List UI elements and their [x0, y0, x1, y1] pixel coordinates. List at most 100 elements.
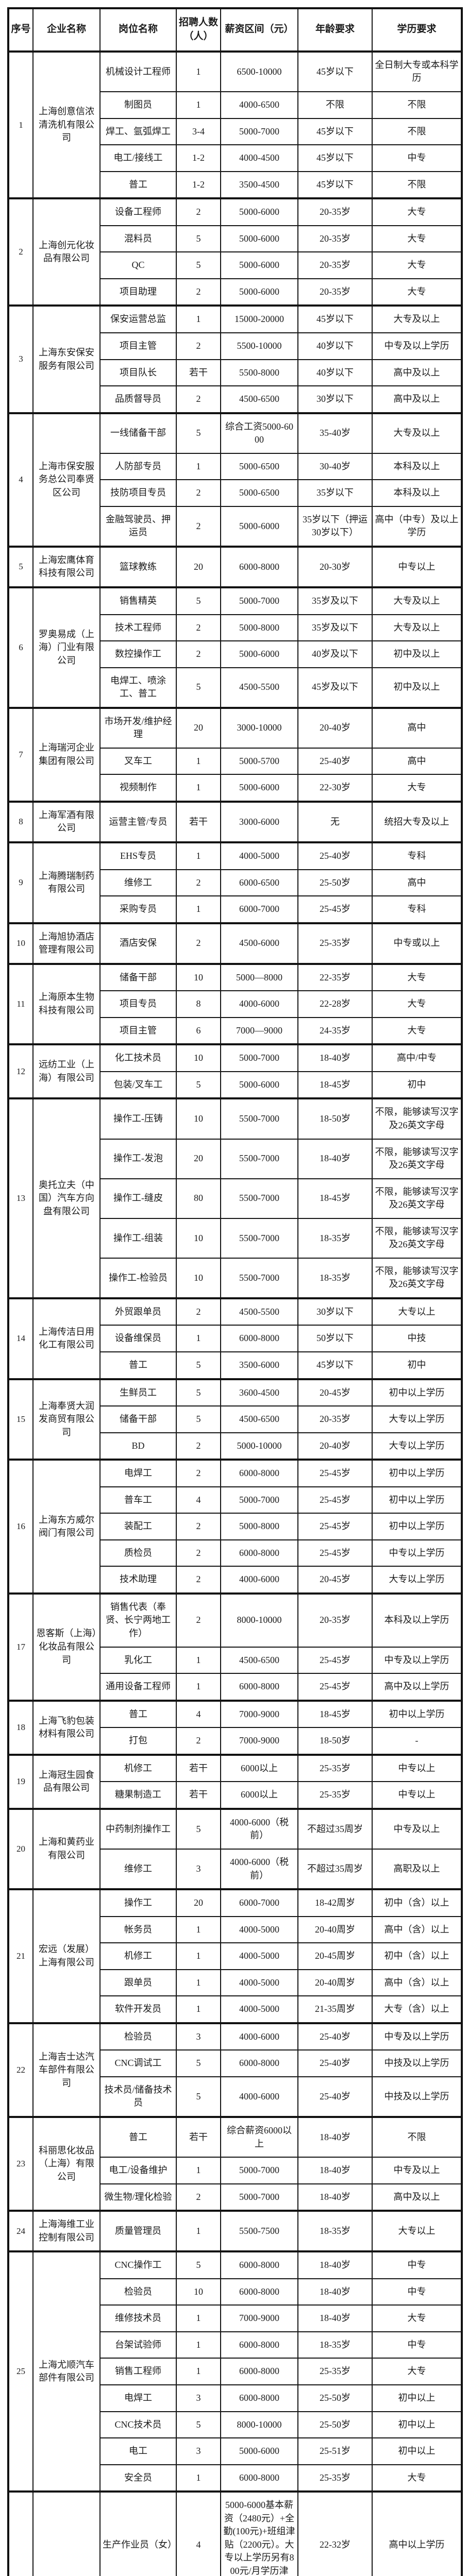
headcount-cell: 10: [176, 962, 221, 992]
position-row: 品质督导员 2 4500-6500 30岁以下 高中及以上: [8, 385, 462, 414]
salary-range-cell: 6000-8000: [220, 1325, 298, 1353]
age-requirement-cell: 18-50岁: [297, 1727, 373, 1755]
education-requirement-cell: 大专及以上: [372, 304, 462, 333]
salary-range-cell: 6000-7000: [220, 895, 298, 924]
company-name-cell: 奥托立夫（中国）汽车方向盘有限公司: [32, 1097, 101, 1299]
position-row: 项目主管 6 7000—9000 24-35岁 大专: [8, 1016, 462, 1045]
serial-cell: 10: [8, 922, 34, 964]
position-title-cell: 酒店安保: [99, 922, 177, 964]
position-title-cell: 电工: [99, 2437, 177, 2465]
education-requirement-cell: 中专: [372, 2331, 462, 2359]
salary-range-cell: 15000-20000: [220, 304, 298, 333]
education-requirement-cell: 高中: [372, 747, 462, 775]
position-row: CNC调试工 5 6000-8000 25-40岁 中技及以上学历: [8, 2049, 462, 2077]
age-requirement-cell: 25-45岁: [297, 1539, 373, 1567]
salary-range-cell: 4000-5000: [220, 1995, 298, 2024]
position-row: 18 上海飞豹包装材料有限公司 普工 4 7000-9000 18-45岁 初中以上学历: [8, 1699, 462, 1755]
age-requirement-cell: 25-45岁: [297, 1646, 373, 1674]
position-title-cell: 混料员: [99, 225, 177, 253]
age-requirement-cell: 25-50岁: [297, 2411, 373, 2439]
position-row: 26上海上荣包装技术有限公司生产作业员（女）45000-6000基本薪资（248…: [8, 2490, 462, 2576]
position-title-cell: 操作工: [99, 1888, 177, 1917]
header-row: 序号 企业名称 岗位名称 招聘人数（人） 薪资区间（元） 年龄要求 学历要求: [8, 8, 462, 53]
position-title-cell: 帐务员: [99, 1916, 177, 1944]
headcount-cell: 1: [176, 841, 221, 870]
headcount-cell: 20: [176, 545, 221, 588]
salary-range-cell: 4000-6500: [220, 91, 298, 119]
position-row: 操作工-检验员 10 5500-7000 18-35岁 不限，能够读写汉字及26英文字母: [8, 1257, 462, 1299]
position-row: 14 上海传洁日用化工有限公司 外贸跟单员 2 4500-5500 30岁以下 大专以上: [8, 1297, 462, 1380]
salary-range-cell: 4000-6000: [220, 2022, 298, 2051]
age-requirement-cell: 18-42周岁: [297, 1888, 373, 1917]
age-requirement-cell: 35岁以下: [297, 479, 373, 507]
position-title-cell: 质检员: [99, 1539, 177, 1567]
education-requirement-cell: 初中及以上: [372, 667, 462, 708]
headcount-cell: 2: [176, 1727, 221, 1755]
position-row: 销售工程师 1 6000-8000 25-35岁 大专: [8, 2358, 462, 2385]
position-row: 设备维保员 1 6000-8000 50岁以下 中技: [8, 1325, 462, 1353]
education-requirement-cell: 中专: [372, 2250, 462, 2279]
salary-range-cell: 5000-6000: [220, 225, 298, 253]
position-row: 10 上海旭协酒店管理有限公司 酒店安保 2 4500-6000 25-35岁 中专或以上: [8, 922, 462, 964]
education-requirement-cell: 初中以上学历: [372, 1378, 462, 1407]
headcount-cell: 1: [176, 1995, 221, 2024]
position-title-cell: 电焊工、喷涂工、普工: [99, 667, 177, 708]
education-requirement-cell: 中专及以上学历: [372, 332, 462, 360]
education-requirement-cell: 大专及以上: [372, 586, 462, 615]
serial-cell: 11: [8, 962, 34, 1045]
company-name-cell: 上海尤顺汽车部件有限公司: [32, 2250, 101, 2493]
education-requirement-cell: 大专及以上: [372, 412, 462, 454]
age-requirement-cell: 25-40岁: [297, 2076, 373, 2117]
position-title-cell: 中药制剂操作工: [99, 1807, 177, 1850]
recruitment-table: 序号 企业名称 岗位名称 招聘人数（人） 薪资区间（元） 年龄要求 学历要求 1 上海创意信浓…: [7, 7, 463, 2576]
age-requirement-cell: 20-40周岁: [297, 1916, 373, 1944]
salary-range-cell: 4500-5500: [220, 667, 298, 708]
position-title-cell: 普工: [99, 1351, 177, 1380]
salary-range-cell: 5500-10000: [220, 332, 298, 360]
education-requirement-cell: 初中以上学历: [372, 1459, 462, 1487]
company-name-cell: 上海旭协酒店管理有限公司: [32, 922, 101, 964]
position-row: 金融驾驶员、押运员 2 5000-6000 35岁以下（押运30岁以下） 高中（中专）及…: [8, 505, 462, 547]
education-requirement-cell: 高中: [372, 869, 462, 897]
company-name-cell: 上海上荣包装技术有限公司: [32, 2490, 101, 2576]
company-name-cell: 上海创元化妆品有限公司: [32, 197, 101, 307]
age-requirement-cell: 30-40岁: [297, 452, 373, 481]
position-title-cell: 操作工-检验员: [99, 1257, 177, 1299]
position-title-cell: 生产作业员（女）: [99, 2490, 177, 2576]
headcount-cell: 2: [176, 1592, 221, 1648]
company-name-cell: 科丽思化妆品（上海）有限公司: [32, 2115, 101, 2212]
age-requirement-cell: 35岁以下（押运30岁以下）: [297, 505, 373, 547]
salary-range-cell: 5000-7000: [220, 117, 298, 146]
salary-range-cell: 5000-6000: [220, 640, 298, 668]
salary-range-cell: 5500-7000: [220, 1178, 298, 1219]
salary-range-cell: 综合薪资6000以上: [220, 2115, 298, 2158]
age-requirement-cell: 25-35岁: [297, 1781, 373, 1809]
position-title-cell: 视频制作: [99, 774, 177, 802]
headcount-cell: 1: [176, 1969, 221, 1997]
education-requirement-cell: 不限，能够读写汉字及26英文字母: [372, 1138, 462, 1179]
age-requirement-cell: 20-45周岁: [297, 1942, 373, 1970]
position-title-cell: 叉车工: [99, 747, 177, 775]
age-requirement-cell: 18-35岁: [297, 2331, 373, 2359]
age-requirement-cell: 30岁以下: [297, 1297, 373, 1326]
salary-range-cell: 5000-10000: [220, 1432, 298, 1461]
serial-cell: 4: [8, 412, 34, 547]
position-title-cell: 包装/叉车工: [99, 1071, 177, 1099]
age-requirement-cell: 22-32岁: [297, 2490, 373, 2576]
salary-range-cell: 3500-6000: [220, 1351, 298, 1380]
headcount-cell: 1: [176, 452, 221, 481]
age-requirement-cell: 18-40岁: [297, 2304, 373, 2332]
salary-range-cell: 6000-8000: [220, 2049, 298, 2077]
headcount-cell: 2: [176, 640, 221, 668]
headcount-cell: 4: [176, 1486, 221, 1514]
education-requirement-cell: 不限，能够读写汉字及26英文字母: [372, 1178, 462, 1219]
education-requirement-cell: 全日制大专或本科学历: [372, 50, 462, 93]
position-row: BD 2 5000-10000 20-40岁 大专以上学历: [8, 1432, 462, 1461]
position-title-cell: 安全员: [99, 2464, 177, 2493]
salary-range-cell: 3000-10000: [220, 706, 298, 749]
serial-cell: 26: [8, 2490, 34, 2576]
salary-range-cell: 6000-7000: [220, 1888, 298, 1917]
headcount-cell: 2: [176, 479, 221, 507]
position-title-cell: 乳化工: [99, 1646, 177, 1674]
education-requirement-cell: 不限，能够读写汉字及26英文字母: [372, 1217, 462, 1259]
